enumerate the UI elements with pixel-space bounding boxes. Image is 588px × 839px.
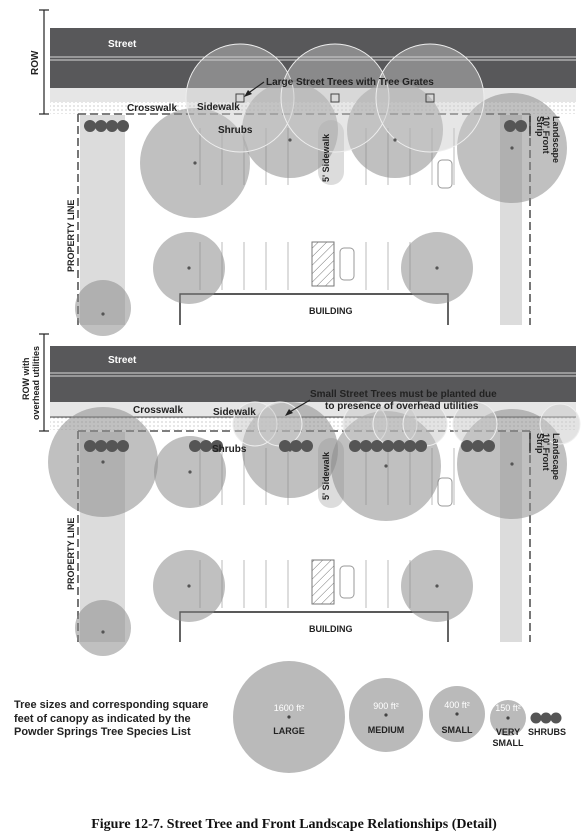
legend-shrubs-label: SHRUBS xyxy=(528,727,566,737)
property-line-label: PROPERTY LINE xyxy=(66,518,76,590)
hatched-stall xyxy=(311,241,335,287)
building-label: BUILDING xyxy=(309,624,353,634)
legend-very-small-area: 150 ft² xyxy=(495,703,521,713)
callout-label-2: to presence of overhead utilities xyxy=(325,401,479,412)
building-outline xyxy=(179,293,449,325)
property-line-label: PROPERTY LINE xyxy=(66,200,76,272)
row-label: ROW xyxy=(30,50,41,75)
car xyxy=(339,247,355,281)
building-label: BUILDING xyxy=(309,306,353,316)
row-label-1: ROW with xyxy=(21,358,31,401)
strip-label-2: Landscape xyxy=(551,433,561,480)
legend-very-small-label-2: SMALL xyxy=(493,738,524,748)
shrubs-label: Shrubs xyxy=(218,125,253,136)
street xyxy=(50,346,576,402)
strip-label-3: Strip xyxy=(535,116,545,137)
shrubs-label: Shrubs xyxy=(212,444,247,455)
side-sidewalk-label: 5' Sidewalk xyxy=(321,451,331,500)
legend-very-small-label-1: VERY xyxy=(496,727,520,737)
street xyxy=(50,28,576,88)
very-small-tree-canopy xyxy=(75,280,131,336)
side-sidewalk-label: 5' Sidewalk xyxy=(321,133,331,182)
strip-label-3: Strip xyxy=(535,433,545,454)
crosswalk-label: Crosswalk xyxy=(133,405,183,416)
figure-caption: Figure 12-7. Street Tree and Front Lands… xyxy=(91,817,497,832)
legend-small-area: 400 ft² xyxy=(444,700,470,710)
medium-tree-canopy xyxy=(347,82,443,178)
strip-label-1: 10' Front xyxy=(541,433,551,471)
hatched-stall xyxy=(311,559,335,605)
tree-grate xyxy=(425,93,435,103)
crosswalk-label: Crosswalk xyxy=(127,103,177,114)
medium-tree-canopy xyxy=(242,82,338,178)
street-tree-canopy xyxy=(185,43,295,153)
panel-standard-row: Street Large Street Trees with Tree Grat… xyxy=(30,9,576,336)
legend-medium-label: MEDIUM xyxy=(368,725,405,735)
legend-small-label: SMALL xyxy=(442,725,473,735)
building-outline xyxy=(179,611,449,642)
legend-large-label: LARGE xyxy=(273,726,305,736)
callout-label-1: Small Street Trees must be planted due xyxy=(310,389,497,400)
shrub-row-right xyxy=(504,120,527,132)
sidewalk-label: Sidewalk xyxy=(213,407,256,418)
tree-grate xyxy=(235,93,245,103)
legend-medium-area: 900 ft² xyxy=(373,701,399,711)
row-label-2: overhead utilities xyxy=(31,346,41,420)
street-tree-canopy xyxy=(280,43,390,153)
shrub-row-right xyxy=(349,440,495,452)
street-label: Street xyxy=(108,355,137,366)
panel-overhead-utilities: Street Small Street Trees must be plante… xyxy=(21,333,581,656)
car xyxy=(339,565,355,599)
legend: 1600 ft² LARGE 900 ft² MEDIUM 400 ft² SM… xyxy=(233,661,566,773)
legend-shrubs-icon xyxy=(530,712,562,724)
tree-grate xyxy=(330,93,340,103)
legend-description: Tree sizes and corresponding square feet… xyxy=(14,699,209,738)
very-small-tree-canopy xyxy=(75,600,131,656)
shrub-row-left xyxy=(84,440,313,452)
strip-label-2: Landscape xyxy=(551,116,561,163)
shrub-row-left xyxy=(84,120,129,132)
car xyxy=(437,159,453,189)
car xyxy=(437,477,453,507)
strip-label-1: 10' Front xyxy=(541,116,551,154)
street-tree-canopy xyxy=(375,43,485,153)
callout-label: Large Street Trees with Tree Grates xyxy=(266,77,434,88)
small-street-tree xyxy=(539,403,581,445)
street-label: Street xyxy=(108,39,137,50)
legend-large-area: 1600 ft² xyxy=(274,703,305,713)
sidewalk-label: Sidewalk xyxy=(197,102,240,113)
